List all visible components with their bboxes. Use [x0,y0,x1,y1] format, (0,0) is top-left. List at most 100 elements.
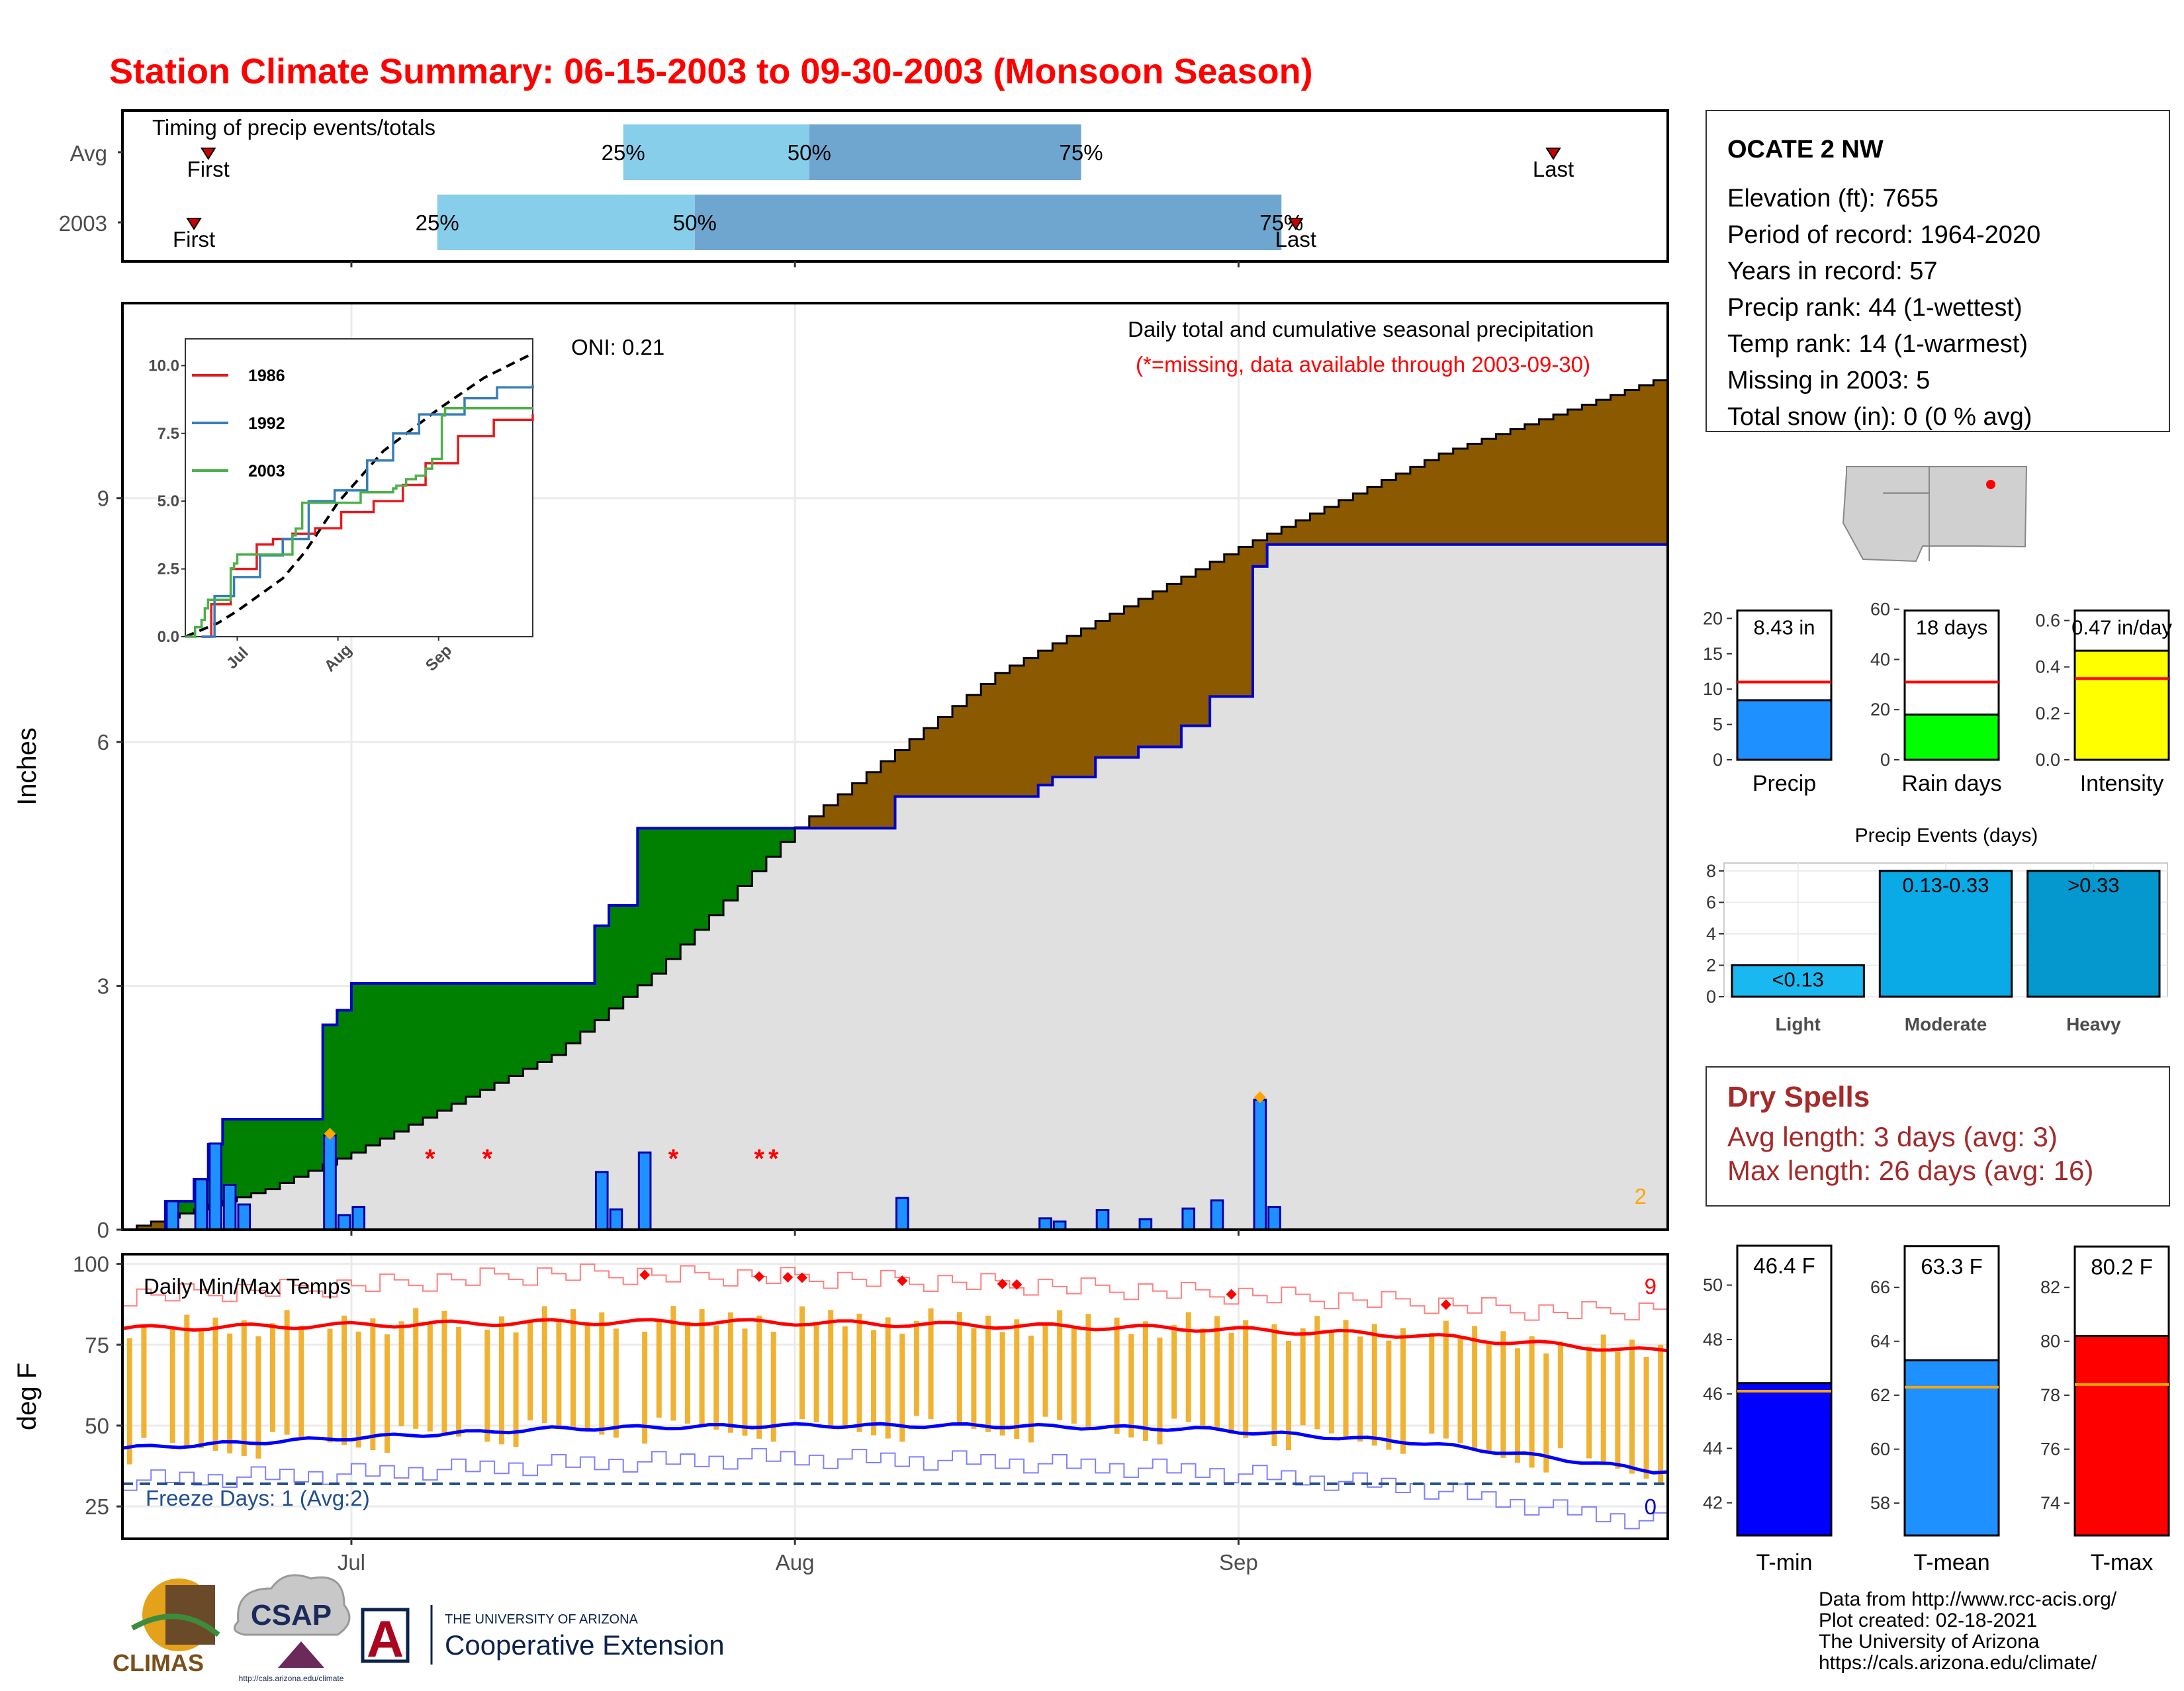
precip-y-tick-label: 9 [97,486,109,511]
daily-precip-bar [594,1171,609,1231]
summary-y-tick-label: 5 [1713,715,1723,735]
daily-temp-range-bar [685,1322,691,1424]
daily-temp-range-bar [341,1315,347,1445]
dry-spells-avg-length: Avg length: 3 days (avg: 3) [1727,1121,2058,1152]
temp-bar-y-tick-label: 66 [1870,1277,1890,1297]
daily-precip-bar [351,1206,366,1231]
daily-temp-range-bar [184,1314,190,1446]
record-low-count: 0 [1645,1494,1657,1519]
dry-spells-frame [1706,1066,2170,1207]
summary-bar-Rain days [1903,713,2000,761]
summary-bar-label-Rain days: Rain days [1901,771,2001,796]
daily-temp-range-bar [1371,1324,1377,1446]
last-event-label-2003: Last [1275,227,1316,251]
daily-temp-range-bar [169,1328,175,1443]
record-high-marker [754,1271,765,1282]
daily-temp-range-bar [756,1315,762,1439]
precip-events-category-Moderate: Moderate [1905,1014,1987,1034]
precip-events-bar-label-Light: <0.13 [1772,968,1823,991]
daily-temp-range-bar [570,1309,576,1429]
summary-y-tick-label: 0.0 [2035,750,2060,770]
daily-temp-range-bar [856,1313,862,1432]
daily-temp-range-bar [427,1324,433,1432]
inset-series-line-1986 [201,414,534,638]
daily-precip-bar [1210,1199,1224,1231]
missing-note: (*=missing, data available through 2003-… [1136,352,1590,377]
station-info-line: Period of record: 1964-2020 [1727,221,2040,249]
daily-temp-range-bar [642,1332,648,1444]
missing-data-marker: * [668,1144,679,1173]
summary-bar-charts: 0 5 10 15 20 8.43 in Precip 0 20 40 60 18 days Rain … [1703,600,2172,796]
daily-temp-range-bar [985,1315,991,1432]
ua-logo-bottom-text: Cooperative Extension [445,1629,725,1661]
temp-axes: 25 50 75 100 Jul Aug Sep [73,1252,1258,1575]
record-high-marker [997,1278,1008,1289]
dry-spells-box: Dry Spells Avg length: 3 days (avg: 3) M… [1706,1066,2170,1207]
daily-temp-range-bar [1243,1320,1249,1438]
temp-y-tick-label: 100 [73,1252,109,1277]
daily-temp-range-bar [1429,1332,1435,1434]
first-event-label-2003: First [173,227,215,251]
precip-events-y-tick-label: 2 [1706,955,1716,975]
last-event-marker-2003 [1288,218,1304,230]
cumulative-fills [122,379,1668,1231]
daily-temp-range-bar [1472,1326,1478,1449]
precip-y-tick-label: 0 [97,1218,109,1242]
precip-events-y-tick-label: 4 [1706,924,1716,944]
record-min-line [122,1447,1668,1530]
station-info-line: Elevation (ft): 7655 [1727,185,1938,212]
daily-temp-range-bar [241,1320,247,1456]
station-info-line: Precip rank: 44 (1-wettest) [1727,294,2023,322]
missing-data-marker: * [768,1144,779,1173]
daily-temp-range-bar [398,1321,404,1426]
first-event-marker-Avg [200,148,216,160]
temp-bar-y-tick-label: 62 [1870,1385,1890,1405]
daily-temp-range-bar [584,1325,590,1432]
daily-temp-range-bar [1028,1336,1034,1443]
climas-logo-text: CLIMAS [113,1649,204,1676]
first-event-label-Avg: First [187,157,230,181]
precip-y-axis-label: Inches [13,727,42,805]
summary-bar-label-Intensity: Intensity [2080,771,2164,796]
daily-precip-bar [165,1200,179,1231]
station-name: OCATE 2 NW [1727,136,1884,163]
ua-logo-letter: A [367,1610,404,1668]
daily-temp-range-bar [1042,1322,1048,1417]
ua-logo-top-text: THE UNIVERSITY OF ARIZONA [445,1612,639,1627]
precip-events-chart: Precip Events (days) 0 2 4 6 8 <0.13 Light 0.13… [1706,825,2168,1034]
corner-count: 2 [1635,1184,1647,1209]
daily-temp-range-bar [885,1317,891,1439]
daily-temp-range-bar [141,1325,147,1438]
map-states-shape [1842,466,2028,563]
inset-legend-label-1992: 1992 [248,414,285,433]
daily-temp-range-bar [1071,1326,1077,1424]
temp-y-tick-label: 75 [85,1333,109,1357]
daily-temp-range-bar [255,1336,261,1459]
inset-y-tick-label: 0.0 [158,628,179,646]
temp-bar-y-tick-label: 50 [1703,1275,1723,1295]
daily-temp-range-bar [1142,1321,1148,1441]
inset-legend-label-2003: 2003 [248,462,285,480]
temp-bar-T-min [1736,1382,1833,1537]
daily-temp-range-bar [1443,1320,1449,1439]
daily-precip-bar [323,1134,337,1231]
precip-events-category-Heavy: Heavy [2066,1014,2121,1034]
daily-temp-range-bar [813,1322,819,1423]
daily-temp-range-bar [1271,1324,1277,1446]
x-axis-month-label: Sep [1219,1550,1258,1575]
temp-y-axis-label: deg F [13,1363,42,1430]
daily-temp-range-bar [1386,1340,1392,1450]
temp-bar-y-tick-label: 42 [1703,1493,1723,1513]
daily-temp-range-bar [1114,1317,1120,1434]
daily-precip-bar [609,1208,623,1231]
precip-events-category-Light: Light [1775,1014,1820,1034]
daily-temp-range-bar [613,1328,619,1438]
avg-cumulative-line [122,379,1668,1231]
daily-temp-range-bar [1286,1340,1292,1451]
dry-spells-max-length: Max length: 26 days (avg: 16) [1727,1155,2093,1186]
daily-temp-range-bar [999,1332,1005,1436]
daily-temp-range-bar [899,1334,905,1442]
inset-series-line-2003 [185,406,533,638]
temp-bar-y-tick-label: 46 [1703,1384,1723,1404]
